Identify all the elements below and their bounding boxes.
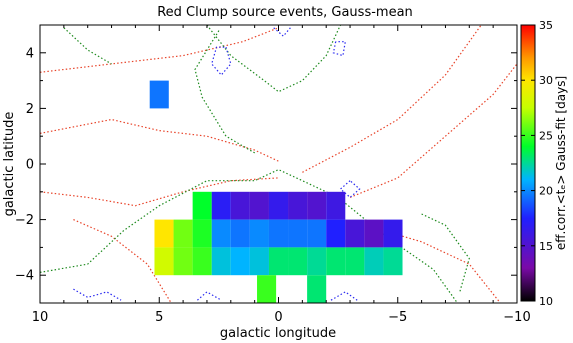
plot-area: 10 5 0 −5 −10 4 2 0 −2 −4 [15, 24, 531, 325]
x-tick-label: 0 [274, 310, 282, 325]
heatmap-cell [288, 219, 308, 248]
colorbar-tick-label: 10 [539, 295, 553, 308]
contour-line [421, 213, 470, 293]
heatmap-cell [154, 219, 174, 248]
heatmap-cell [211, 191, 231, 220]
heatmap-cell [268, 247, 289, 276]
heatmap-cell [383, 219, 403, 248]
heatmap-cell [192, 191, 212, 220]
heatmap-cell [173, 219, 193, 248]
contour-line [373, 227, 501, 304]
heatmap-cells [149, 80, 403, 303]
contour-line [39, 118, 279, 162]
contour-line [39, 27, 279, 73]
x-tick-label: −10 [503, 310, 530, 325]
heatmap-cell [249, 247, 269, 276]
heatmap-cell [230, 191, 250, 220]
heatmap-cell [154, 247, 174, 276]
heatmap-cell [249, 191, 269, 220]
x-tick-label: 10 [32, 310, 49, 325]
colorbar-ticks: 10 15 20 25 30 35 [521, 19, 553, 308]
heatmap-cell [364, 219, 384, 248]
heatmap-cell [307, 191, 327, 220]
heatmap-cell [192, 247, 212, 276]
contour-line [332, 41, 347, 57]
heatmap-cell [345, 219, 365, 248]
colorbar: 10 15 20 25 30 35 eff.corr.<tₑ> Gauss-fit [da… [520, 19, 568, 308]
heatmap-cell [268, 191, 289, 220]
y-tick-label: −4 [15, 269, 34, 284]
heatmap-cell [257, 275, 277, 303]
colorbar-gradient [520, 24, 536, 302]
contour-line [63, 27, 112, 65]
heatmap-cell [211, 219, 231, 248]
heatmap-cell [326, 219, 346, 248]
contour-line [73, 219, 172, 304]
y-axis-label: galactic latitude [2, 112, 17, 217]
heatmap-cell [268, 219, 289, 248]
heatmap-cell [307, 275, 327, 303]
y-axis: 4 2 0 −2 −4 [15, 24, 517, 304]
heatmap-cell [230, 219, 250, 248]
heatmap-cell [192, 219, 212, 248]
contours [39, 24, 518, 304]
contour-line [39, 168, 458, 304]
contour-line [197, 291, 222, 301]
heatmap-cell [364, 247, 384, 276]
x-axis: 10 5 0 −5 −10 [32, 25, 531, 325]
heatmap-cell [307, 219, 327, 248]
heatmap-cell [307, 247, 327, 276]
heatmap-cell [288, 191, 308, 220]
colorbar-tick-label: 15 [539, 240, 553, 253]
x-axis-label: galactic longitude [220, 326, 336, 341]
contour-line [206, 24, 342, 93]
contour-line [349, 63, 518, 198]
heatmap-cell [326, 191, 346, 220]
contour-line [194, 30, 256, 154]
heatmap-cell [173, 247, 193, 276]
contour-line [73, 288, 122, 301]
y-tick-label: 2 [26, 102, 34, 117]
heatmap-cell [249, 219, 269, 248]
y-tick-label: −2 [15, 213, 34, 228]
heatmap-cell [383, 247, 403, 276]
heatmap-cell [345, 247, 365, 276]
y-tick-label: 0 [26, 158, 34, 173]
colorbar-tick-label: 25 [539, 129, 553, 142]
contour-line [302, 24, 482, 173]
contour-line [339, 180, 361, 199]
heatmap-cell [211, 247, 231, 276]
heatmap-cell [149, 80, 169, 109]
heatmap-cell [326, 247, 346, 276]
contour-line [330, 291, 358, 301]
x-tick-label: −5 [388, 310, 407, 325]
y-tick-label: 4 [26, 46, 34, 61]
colorbar-tick-label: 30 [539, 74, 553, 87]
heatmap-cell [230, 247, 250, 276]
heatmap-cell [288, 247, 308, 276]
contour-line [273, 27, 291, 37]
colorbar-label: eff.corr.<tₑ> Gauss-fit [days] [554, 76, 568, 250]
colorbar-tick-label: 20 [539, 185, 553, 198]
x-tick-label: 5 [155, 310, 163, 325]
chart-title: Red Clump source events, Gauss-mean [157, 5, 413, 20]
colorbar-tick-label: 35 [539, 19, 553, 32]
